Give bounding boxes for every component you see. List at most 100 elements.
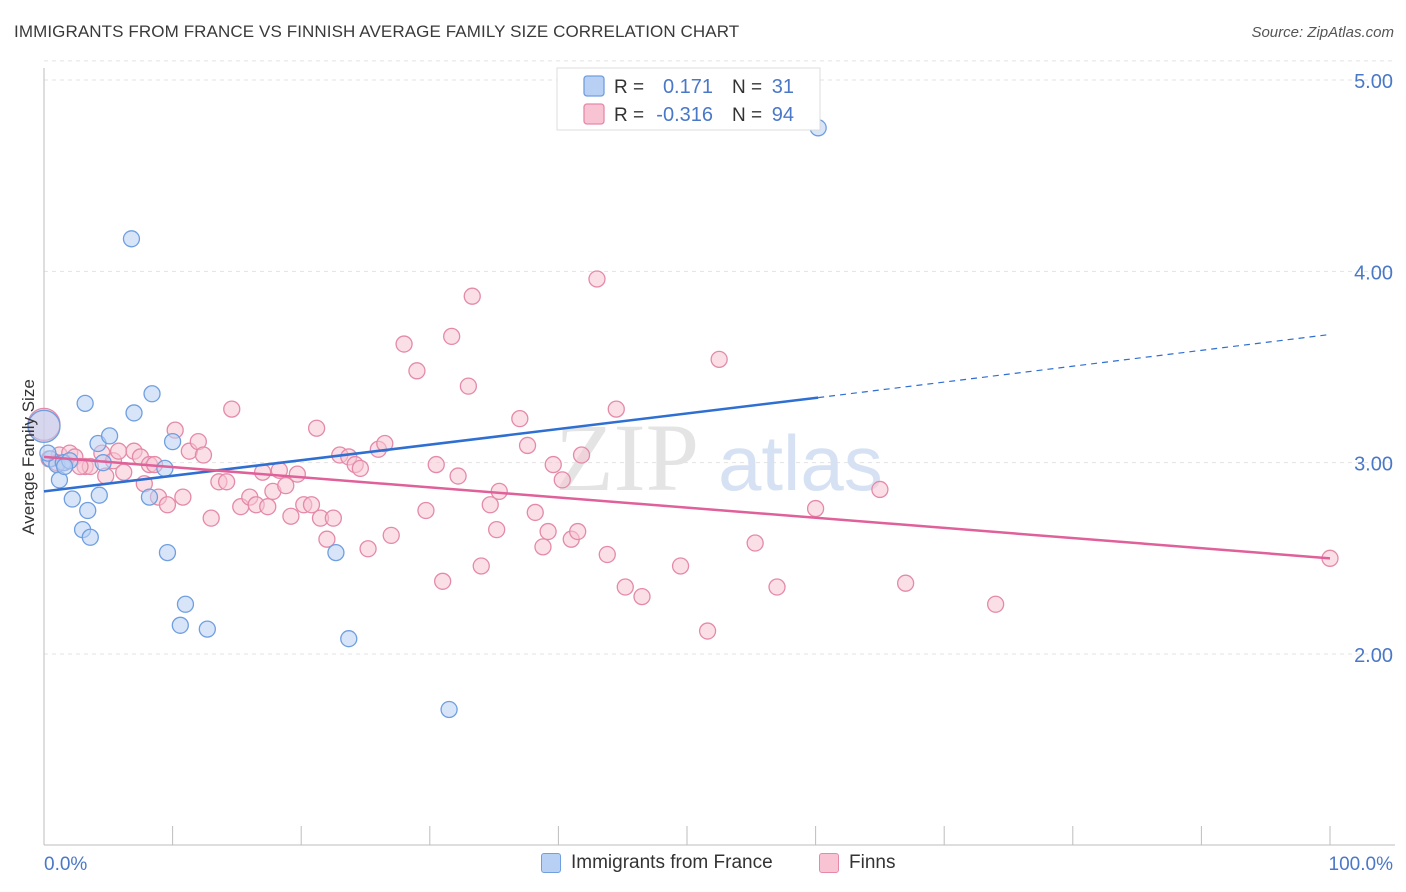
stats-n-value: 31 — [772, 76, 794, 98]
legend-bottom: Immigrants from France Finns — [0, 852, 1406, 878]
legend-label-immigrants-from-france: Immigrants from France — [571, 852, 773, 873]
point-finns — [217, 473, 236, 491]
point-finns — [359, 540, 377, 558]
point-finns — [768, 578, 786, 596]
trend-line-extension — [818, 333, 1331, 399]
point-immigrants-from-france — [81, 528, 99, 546]
point-finns — [572, 446, 591, 464]
stats-r-value: -0.316 — [656, 104, 713, 126]
point-finns — [459, 377, 478, 395]
point-immigrants-from-france — [76, 394, 94, 413]
y-tick-label: 3.00 — [1354, 454, 1393, 476]
point-finns — [518, 436, 537, 455]
point-immigrants-from-france — [171, 616, 189, 634]
point-finns — [488, 520, 506, 539]
point-finns — [746, 534, 764, 552]
point-finns — [408, 362, 426, 380]
y-tick-label: 5.00 — [1354, 71, 1393, 93]
point-finns — [174, 488, 192, 506]
point-finns — [607, 400, 625, 418]
legend-label-finns: Finns — [849, 852, 896, 873]
point-finns — [109, 442, 128, 460]
point-finns — [598, 545, 616, 564]
point-finns — [223, 400, 241, 418]
data-points — [27, 119, 1339, 719]
point-finns — [434, 572, 452, 590]
watermark-atlas: atlas — [718, 419, 883, 507]
watermark: ZIP atlas — [555, 404, 883, 511]
point-immigrants-from-france — [125, 404, 143, 422]
point-immigrants-from-france — [327, 543, 345, 562]
stats-r-label: R = — [614, 105, 644, 126]
point-finns — [376, 434, 394, 453]
point-finns — [710, 350, 728, 368]
stats-r-value: 0.171 — [663, 76, 713, 98]
stats-legend-swatch — [583, 75, 605, 97]
legend-item-immigrants-from-france[interactable]: Immigrants from France — [541, 852, 773, 874]
point-finns — [324, 509, 343, 527]
point-immigrants-from-france — [63, 490, 81, 508]
point-finns — [871, 480, 889, 499]
point-finns — [427, 455, 445, 474]
point-finns — [282, 507, 300, 525]
point-finns — [449, 467, 467, 485]
point-finns — [986, 595, 1005, 613]
point-finns — [158, 496, 177, 514]
legend-item-finns[interactable]: Finns — [819, 852, 895, 874]
point-finns — [616, 578, 634, 596]
axis-labels: 2.00 3.00 4.00 5.00 0.0% 100.0% Average Family… — [19, 71, 1393, 875]
point-immigrants-from-france — [163, 432, 182, 451]
point-finns — [351, 459, 370, 478]
chart-source: Source: ZipAtlas.com — [1251, 24, 1394, 41]
legend-swatch-pink — [819, 853, 839, 873]
point-finns — [288, 465, 306, 483]
point-finns — [277, 476, 295, 495]
point-finns — [511, 410, 529, 428]
point-immigrants-from-france — [176, 595, 195, 613]
chart-title: IMMIGRANTS FROM FRANCE VS FINNISH AVERAG… — [14, 22, 740, 41]
point-finns — [544, 455, 562, 474]
y-tick-label: 2.00 — [1354, 645, 1393, 667]
point-finns — [553, 471, 571, 489]
trend-line-immigrants-from-france — [43, 396, 819, 493]
point-finns — [318, 530, 336, 548]
x-tick-label: 100.0% — [1329, 854, 1394, 875]
x-tick-label: 0.0% — [44, 854, 87, 875]
trend-line-finns — [43, 455, 1331, 560]
point-immigrants-from-france — [156, 459, 174, 478]
point-finns — [806, 499, 825, 518]
y-axis-title: Average Family Size — [19, 379, 38, 535]
y-tick-label: 4.00 — [1354, 262, 1393, 284]
point-finns — [307, 419, 326, 437]
point-finns — [115, 463, 133, 481]
point-finns — [194, 446, 213, 464]
point-immigrants-from-france — [27, 409, 61, 443]
trend-lines — [43, 333, 1331, 560]
point-immigrants-from-france — [440, 700, 458, 719]
point-immigrants-from-france — [340, 630, 358, 648]
point-immigrants-from-france — [198, 620, 216, 638]
stats-n-value: 94 — [772, 104, 794, 126]
point-immigrants-from-france — [158, 543, 177, 562]
point-immigrants-from-france — [79, 501, 97, 520]
stats-n-label: N = — [732, 105, 762, 126]
point-finns — [534, 538, 552, 556]
stats-r-label: R = — [614, 77, 644, 98]
point-finns — [481, 496, 499, 514]
stats-legend-swatch — [583, 103, 605, 125]
point-finns — [302, 496, 321, 514]
point-immigrants-from-france — [122, 230, 141, 248]
point-finns — [698, 622, 717, 640]
point-finns — [202, 509, 220, 527]
axes — [43, 68, 1395, 846]
point-finns — [671, 557, 690, 575]
point-immigrants-from-france — [55, 457, 74, 476]
point-finns — [539, 522, 557, 541]
stats-legend: R = 0.171 N = 31 R = -0.316 N = 94 — [556, 67, 821, 131]
legend-swatch-blue — [541, 853, 561, 873]
point-finns — [382, 526, 400, 545]
point-finns — [588, 270, 606, 288]
point-immigrants-from-france — [143, 385, 161, 403]
point-finns — [472, 557, 490, 575]
